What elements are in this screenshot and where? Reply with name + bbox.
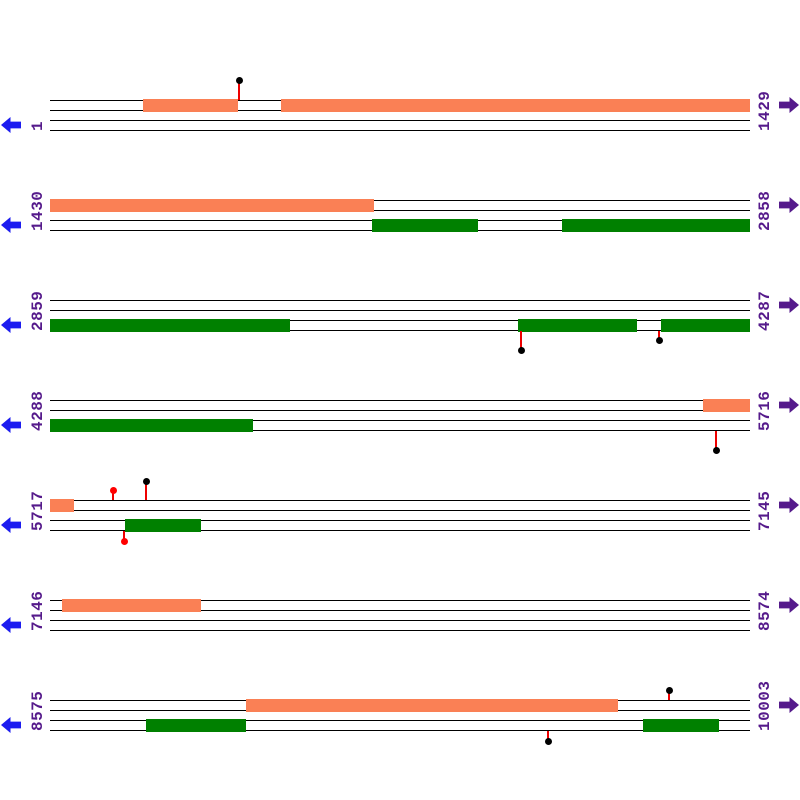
row-start-label: 1 (29, 120, 47, 131)
marker-stem (145, 483, 147, 500)
strand-line (50, 310, 750, 312)
strand-line (50, 720, 750, 722)
strand-line (50, 510, 750, 512)
row-start-label: 5717 (29, 490, 47, 531)
strand-line (50, 420, 750, 422)
marker-dot (655, 336, 663, 344)
strand-line (50, 620, 750, 622)
reverse-strand-arrow-icon (1, 317, 21, 333)
reverse-feature-bar (125, 518, 201, 532)
row-end-label: 2858 (756, 190, 774, 231)
row-end-label: 8574 (756, 590, 774, 631)
forward-feature-bar (50, 498, 74, 512)
forward-strand-arrow-icon (779, 497, 799, 513)
strand-line (50, 410, 750, 412)
strand-line (50, 430, 750, 432)
strand-line (50, 130, 750, 132)
forward-strand-arrow-icon (779, 197, 799, 213)
forward-feature-bar (62, 598, 201, 612)
strand-line (50, 600, 750, 602)
strand-line (50, 530, 750, 532)
row-end-label: 1429 (756, 90, 774, 131)
strand-line (50, 400, 750, 402)
strand-line (50, 630, 750, 632)
strand-line (50, 210, 750, 212)
reverse-feature-bar (518, 318, 637, 332)
forward-strand-arrow-icon (779, 397, 799, 413)
marker-stem (238, 82, 240, 100)
row-end-label: 5716 (756, 390, 774, 431)
marker-dot (120, 537, 128, 545)
reverse-strand-arrow-icon (1, 717, 21, 733)
marker-stem (112, 492, 114, 500)
row-start-label: 4288 (29, 390, 47, 431)
forward-strand-arrow-icon (779, 697, 799, 713)
marker-dot (517, 346, 525, 354)
marker-dot (235, 76, 243, 84)
row-start-label: 2859 (29, 290, 47, 331)
reverse-strand-arrow-icon (1, 517, 21, 533)
marker-stem (668, 692, 670, 700)
reverse-feature-bar (562, 218, 750, 232)
row-end-label: 10003 (756, 680, 774, 731)
forward-feature-bar (143, 98, 238, 112)
reverse-strand-arrow-icon (1, 117, 21, 133)
reverse-strand-arrow-icon (1, 617, 21, 633)
row-start-label: 7146 (29, 590, 47, 631)
marker-dot (544, 737, 552, 745)
marker-dot (142, 477, 150, 485)
strand-line (50, 200, 750, 202)
strand-line (50, 610, 750, 612)
reverse-feature-bar (661, 318, 750, 332)
marker-stem (715, 431, 717, 448)
forward-feature-bar (246, 698, 618, 712)
strand-line (50, 300, 750, 302)
reverse-strand-arrow-icon (1, 417, 21, 433)
strand-line (50, 320, 750, 322)
forward-feature-bar (281, 98, 750, 112)
strand-line (50, 520, 750, 522)
marker-dot (712, 446, 720, 454)
forward-feature-bar (50, 198, 374, 212)
forward-feature-bar (703, 398, 750, 412)
reverse-feature-bar (50, 318, 290, 332)
forward-strand-arrow-icon (779, 597, 799, 613)
marker-stem (123, 531, 125, 539)
marker-stem (547, 731, 549, 739)
marker-stem (520, 331, 522, 348)
forward-strand-arrow-icon (779, 297, 799, 313)
reverse-feature-bar (372, 218, 478, 232)
reverse-strand-arrow-icon (1, 217, 21, 233)
marker-stem (658, 331, 660, 338)
strand-line (50, 330, 750, 332)
reverse-feature-bar (643, 718, 719, 732)
row-end-label: 4287 (756, 290, 774, 331)
reverse-feature-bar (146, 718, 246, 732)
strand-line (50, 730, 750, 732)
row-end-label: 7145 (756, 490, 774, 531)
marker-dot (109, 486, 117, 494)
forward-strand-arrow-icon (779, 97, 799, 113)
strand-line (50, 500, 750, 502)
row-start-label: 1430 (29, 190, 47, 231)
marker-dot (665, 686, 673, 694)
strand-line (50, 120, 750, 122)
row-start-label: 8575 (29, 690, 47, 731)
reverse-feature-bar (50, 418, 253, 432)
